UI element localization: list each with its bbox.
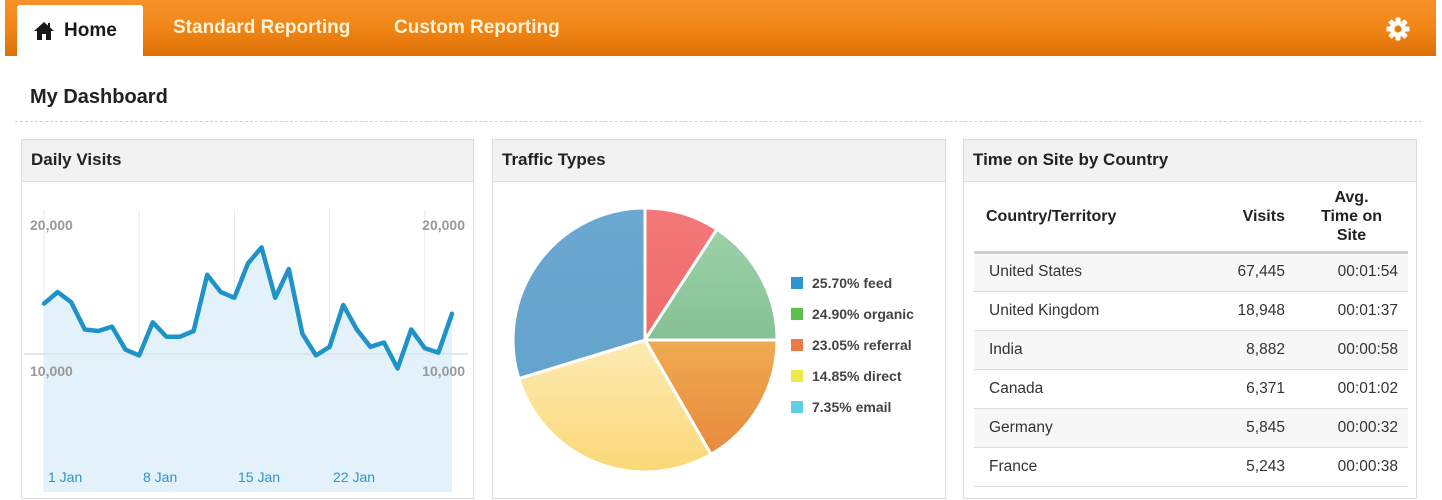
legend-swatch-direct <box>791 369 803 382</box>
tab-custom-reporting-label: Custom Reporting <box>394 17 560 38</box>
cell-country: Germany <box>974 408 1203 448</box>
cell-avg-time: 00:00:58 <box>1294 330 1408 370</box>
daily-visits-panel: Daily Visits 20,000 10,000 20,000 10,000… <box>21 139 474 499</box>
pie-slice-feed[interactable] <box>511 206 647 381</box>
cell-avg-time: 00:01:02 <box>1294 369 1408 409</box>
traffic-types-legend: 25.70% feed 24.90% organic 23.05% referr… <box>791 267 914 422</box>
page-title: My Dashboard <box>30 86 168 108</box>
cell-country: United Kingdom <box>974 291 1203 331</box>
cell-visits: 67,445 <box>1202 252 1295 292</box>
traffic-types-panel: Traffic Types 25.70% feed 24.90% organic… <box>492 139 946 499</box>
home-icon <box>34 21 54 40</box>
cell-avg-time: 00:00:38 <box>1294 447 1408 487</box>
cell-country: France <box>974 447 1203 487</box>
y-label-left-20000: 20,000 <box>30 217 73 233</box>
pie-slice-direct[interactable] <box>516 338 714 474</box>
daily-visits-chart[interactable]: 20,000 10,000 20,000 10,000 1 Jan 8 Jan … <box>22 182 473 498</box>
cell-avg-time: 00:01:54 <box>1294 252 1408 292</box>
table-row[interactable]: Canada 6,371 00:01:02 <box>974 369 1408 409</box>
traffic-types-pie-chart[interactable] <box>493 182 783 498</box>
legend-label-email: 7.35% email <box>812 398 892 415</box>
cell-avg-time: 00:01:37 <box>1294 291 1408 331</box>
pie-slice-referral[interactable] <box>642 338 779 457</box>
y-label-left-10000: 10,000 <box>30 363 73 379</box>
tab-standard-reporting-label: Standard Reporting <box>173 17 351 38</box>
daily-visits-title: Daily Visits <box>22 140 473 182</box>
y-label-right-20000: 20,000 <box>422 217 465 233</box>
legend-swatch-feed <box>791 276 803 289</box>
cell-country: India <box>974 330 1203 370</box>
legend-label-referral: 23.05% referral <box>812 336 912 353</box>
column-header-avg-time[interactable]: Avg. Time on Site <box>1294 182 1408 254</box>
legend-swatch-organic <box>791 307 803 320</box>
x-label-1-jan: 1 Jan <box>48 469 82 485</box>
cell-visits: 6,371 <box>1202 369 1295 409</box>
column-header-country[interactable]: Country/Territory <box>974 182 1203 254</box>
legend-item-feed[interactable]: 25.70% feed <box>791 267 914 298</box>
column-header-avg-line1: Avg. <box>1334 188 1369 206</box>
table-header-row: Country/Territory Visits Avg. Time on Si… <box>974 182 1408 254</box>
column-header-avg-line2: Time on <box>1320 207 1382 225</box>
cell-visits: 5,845 <box>1202 408 1295 448</box>
legend-label-organic: 24.90% organic <box>812 305 914 322</box>
table-row[interactable]: United Kingdom 18,948 00:01:37 <box>974 291 1408 331</box>
column-header-avg-line3: Site <box>1336 226 1367 244</box>
x-label-15-jan: 15 Jan <box>238 469 280 485</box>
table-row[interactable]: Germany 5,845 00:00:32 <box>974 408 1408 448</box>
cell-visits: 18,948 <box>1202 291 1295 331</box>
column-header-visits[interactable]: Visits <box>1202 182 1295 254</box>
legend-item-direct[interactable]: 14.85% direct <box>791 360 914 391</box>
legend-label-feed: 25.70% feed <box>812 274 893 291</box>
tab-home-label: Home <box>64 19 117 41</box>
tab-standard-reporting[interactable]: Standard Reporting <box>173 0 350 56</box>
cell-visits: 8,882 <box>1202 330 1295 370</box>
table-row[interactable]: United States 67,445 00:01:54 <box>974 252 1408 292</box>
legend-item-organic[interactable]: 24.90% organic <box>791 298 914 329</box>
traffic-types-title: Traffic Types <box>493 140 945 182</box>
title-divider <box>15 121 1422 122</box>
top-nav-bar: Home Standard Reporting Custom Reporting <box>5 0 1436 56</box>
pie-slice-organic[interactable] <box>642 227 779 342</box>
legend-item-referral[interactable]: 23.05% referral <box>791 329 914 360</box>
legend-swatch-referral <box>791 338 803 351</box>
tab-home[interactable]: Home <box>17 5 143 56</box>
table-row[interactable]: France 5,243 00:00:38 <box>974 447 1408 487</box>
legend-label-direct: 14.85% direct <box>812 367 902 384</box>
time-on-site-table: Country/Territory Visits Avg. Time on Si… <box>974 182 1408 487</box>
legend-swatch-email <box>791 400 803 413</box>
y-label-right-10000: 10,000 <box>422 363 465 379</box>
legend-item-email[interactable]: 7.35% email <box>791 391 914 422</box>
tab-custom-reporting[interactable]: Custom Reporting <box>394 0 560 56</box>
cell-country: United States <box>974 252 1203 292</box>
gear-icon[interactable] <box>1385 16 1411 42</box>
time-on-site-title: Time on Site by Country <box>964 140 1416 182</box>
x-label-22-jan: 22 Jan <box>333 469 375 485</box>
table-row[interactable]: India 8,882 00:00:58 <box>974 330 1408 370</box>
time-on-site-panel: Time on Site by Country Country/Territor… <box>963 139 1417 499</box>
cell-country: Canada <box>974 369 1203 409</box>
x-label-8-jan: 8 Jan <box>143 469 177 485</box>
cell-visits: 5,243 <box>1202 447 1295 487</box>
cell-avg-time: 00:00:32 <box>1294 408 1408 448</box>
